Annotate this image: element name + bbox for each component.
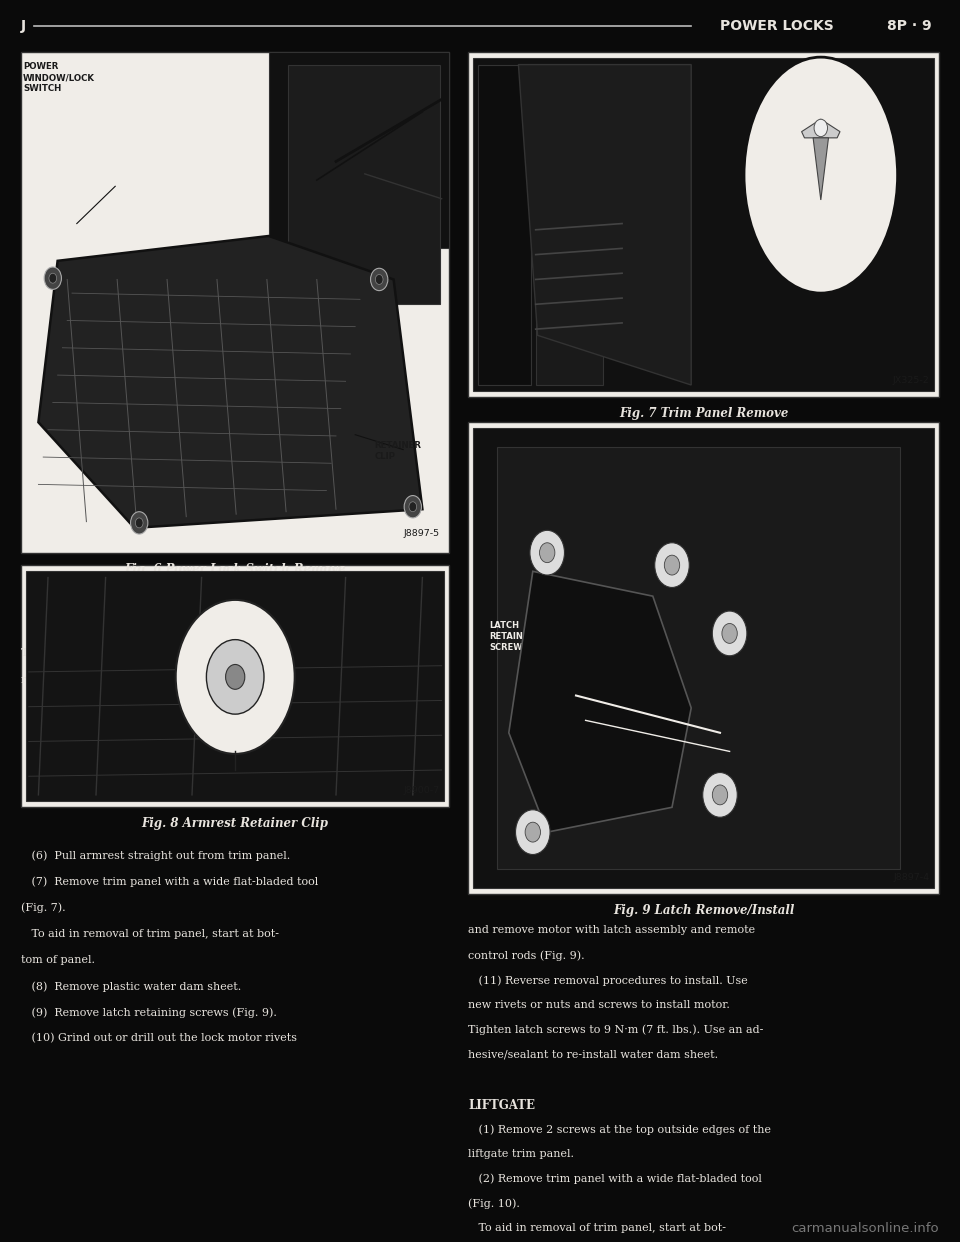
FancyBboxPatch shape: [21, 565, 449, 807]
Bar: [497, 447, 900, 869]
Text: Tighten latch screws to 9 N·m (7 ft. lbs.). Use an ad-: Tighten latch screws to 9 N·m (7 ft. lbs…: [468, 1025, 764, 1036]
Circle shape: [516, 810, 550, 854]
Circle shape: [404, 496, 421, 518]
Circle shape: [703, 773, 737, 817]
Text: tom of panel.: tom of panel.: [21, 955, 95, 965]
Text: (7)  Remove trim panel with a wide flat-bladed tool: (7) Remove trim panel with a wide flat-b…: [21, 877, 319, 888]
Text: LATCH
RETAINING
SCREWS: LATCH RETAINING SCREWS: [490, 586, 564, 652]
Circle shape: [722, 623, 737, 643]
Text: Fig. 6 Power Lock Switch Remove: Fig. 6 Power Lock Switch Remove: [125, 563, 346, 575]
Text: Fig. 9 Latch Remove/Install: Fig. 9 Latch Remove/Install: [613, 904, 794, 917]
Text: (5)  Swing armrest downward to a vertical position.: (5) Swing armrest downward to a vertical…: [21, 622, 324, 633]
Text: new rivets or nuts and screws to install motor.: new rivets or nuts and screws to install…: [468, 1000, 731, 1010]
Text: To aid in removal of trim panel, start at bot-: To aid in removal of trim panel, start a…: [21, 929, 279, 939]
Polygon shape: [509, 571, 691, 832]
Polygon shape: [38, 236, 422, 528]
Circle shape: [655, 543, 689, 587]
Circle shape: [131, 512, 148, 534]
Polygon shape: [802, 119, 840, 138]
Text: RETAINER
CLIP: RETAINER CLIP: [374, 441, 421, 461]
Text: and remove motor with latch assembly and remote: and remove motor with latch assembly and…: [468, 925, 756, 935]
Bar: [288, 65, 440, 304]
Bar: [26, 571, 444, 801]
Text: This is necessary to disconnect armrest from upper: This is necessary to disconnect armrest …: [21, 648, 312, 658]
Polygon shape: [813, 138, 828, 200]
Bar: [473, 58, 934, 391]
Circle shape: [664, 555, 680, 575]
Circle shape: [712, 611, 747, 656]
Text: J: J: [21, 19, 26, 34]
Text: (Fig. 10).: (Fig. 10).: [468, 1199, 520, 1210]
Text: (8)  Remove plastic water dam sheet.: (8) Remove plastic water dam sheet.: [21, 981, 241, 992]
Circle shape: [49, 273, 57, 283]
Circle shape: [226, 664, 245, 689]
Bar: [478, 65, 531, 385]
Polygon shape: [518, 65, 691, 385]
Text: liftgate trim panel.: liftgate trim panel.: [468, 1149, 574, 1159]
Text: (10) Grind out or drill out the lock motor rivets: (10) Grind out or drill out the lock mot…: [21, 1033, 298, 1043]
Circle shape: [375, 274, 383, 284]
Text: To aid in removal of trim panel, start at bot-: To aid in removal of trim panel, start a…: [468, 1223, 727, 1233]
Text: (1) Remove 2 screws at the top outside edges of the: (1) Remove 2 screws at the top outside e…: [468, 1124, 772, 1135]
Bar: [269, 52, 449, 248]
Text: (11) Reverse removal procedures to install. Use: (11) Reverse removal procedures to insta…: [468, 975, 748, 986]
Text: (Fig. 7).: (Fig. 7).: [21, 903, 65, 914]
Ellipse shape: [744, 57, 898, 293]
Text: J8900-7: J8900-7: [403, 786, 440, 795]
Circle shape: [409, 502, 417, 512]
Text: control rods (Fig. 9).: control rods (Fig. 9).: [468, 950, 585, 961]
Bar: [536, 65, 603, 385]
Circle shape: [44, 267, 61, 289]
Text: J8897-5: J8897-5: [403, 529, 440, 538]
Text: (2) Remove trim panel with a wide flat-bladed tool: (2) Remove trim panel with a wide flat-b…: [468, 1174, 762, 1185]
Circle shape: [814, 119, 828, 137]
FancyBboxPatch shape: [468, 52, 939, 397]
Text: Fig. 7 Trim Panel Remove: Fig. 7 Trim Panel Remove: [619, 407, 788, 420]
Text: (6)  Pull armrest straight out from trim panel.: (6) Pull armrest straight out from trim …: [21, 851, 290, 862]
Bar: [473, 428, 934, 888]
Circle shape: [371, 268, 388, 291]
Circle shape: [525, 822, 540, 842]
Text: carmanualsonline.info: carmanualsonline.info: [791, 1222, 939, 1235]
FancyBboxPatch shape: [468, 422, 939, 894]
Text: retainer clip (Fig. 6).: retainer clip (Fig. 6).: [21, 674, 139, 686]
Text: LIFTGATE: LIFTGATE: [468, 1099, 536, 1112]
Text: hesive/sealant to re-install water dam sheet.: hesive/sealant to re-install water dam s…: [468, 1049, 719, 1059]
Text: (9)  Remove latch retaining screws (Fig. 9).: (9) Remove latch retaining screws (Fig. …: [21, 1007, 277, 1018]
Text: Fig. 8 Armrest Retainer Clip: Fig. 8 Armrest Retainer Clip: [142, 817, 328, 830]
Text: POWER LOCKS: POWER LOCKS: [720, 19, 833, 34]
FancyBboxPatch shape: [21, 52, 449, 553]
Text: J8897-4: J8897-4: [893, 873, 929, 882]
Circle shape: [135, 518, 143, 528]
Text: JX325-2: JX325-2: [893, 376, 929, 385]
Text: (4)  Remove armrest lower retaining screws.: (4) Remove armrest lower retaining screw…: [21, 596, 284, 607]
Text: 8P · 9: 8P · 9: [887, 19, 931, 34]
Circle shape: [712, 785, 728, 805]
Circle shape: [540, 543, 555, 563]
Circle shape: [206, 640, 264, 714]
Circle shape: [530, 530, 564, 575]
Circle shape: [176, 600, 295, 754]
Text: POWER
WINDOW/LOCK
SWITCH: POWER WINDOW/LOCK SWITCH: [23, 62, 95, 93]
